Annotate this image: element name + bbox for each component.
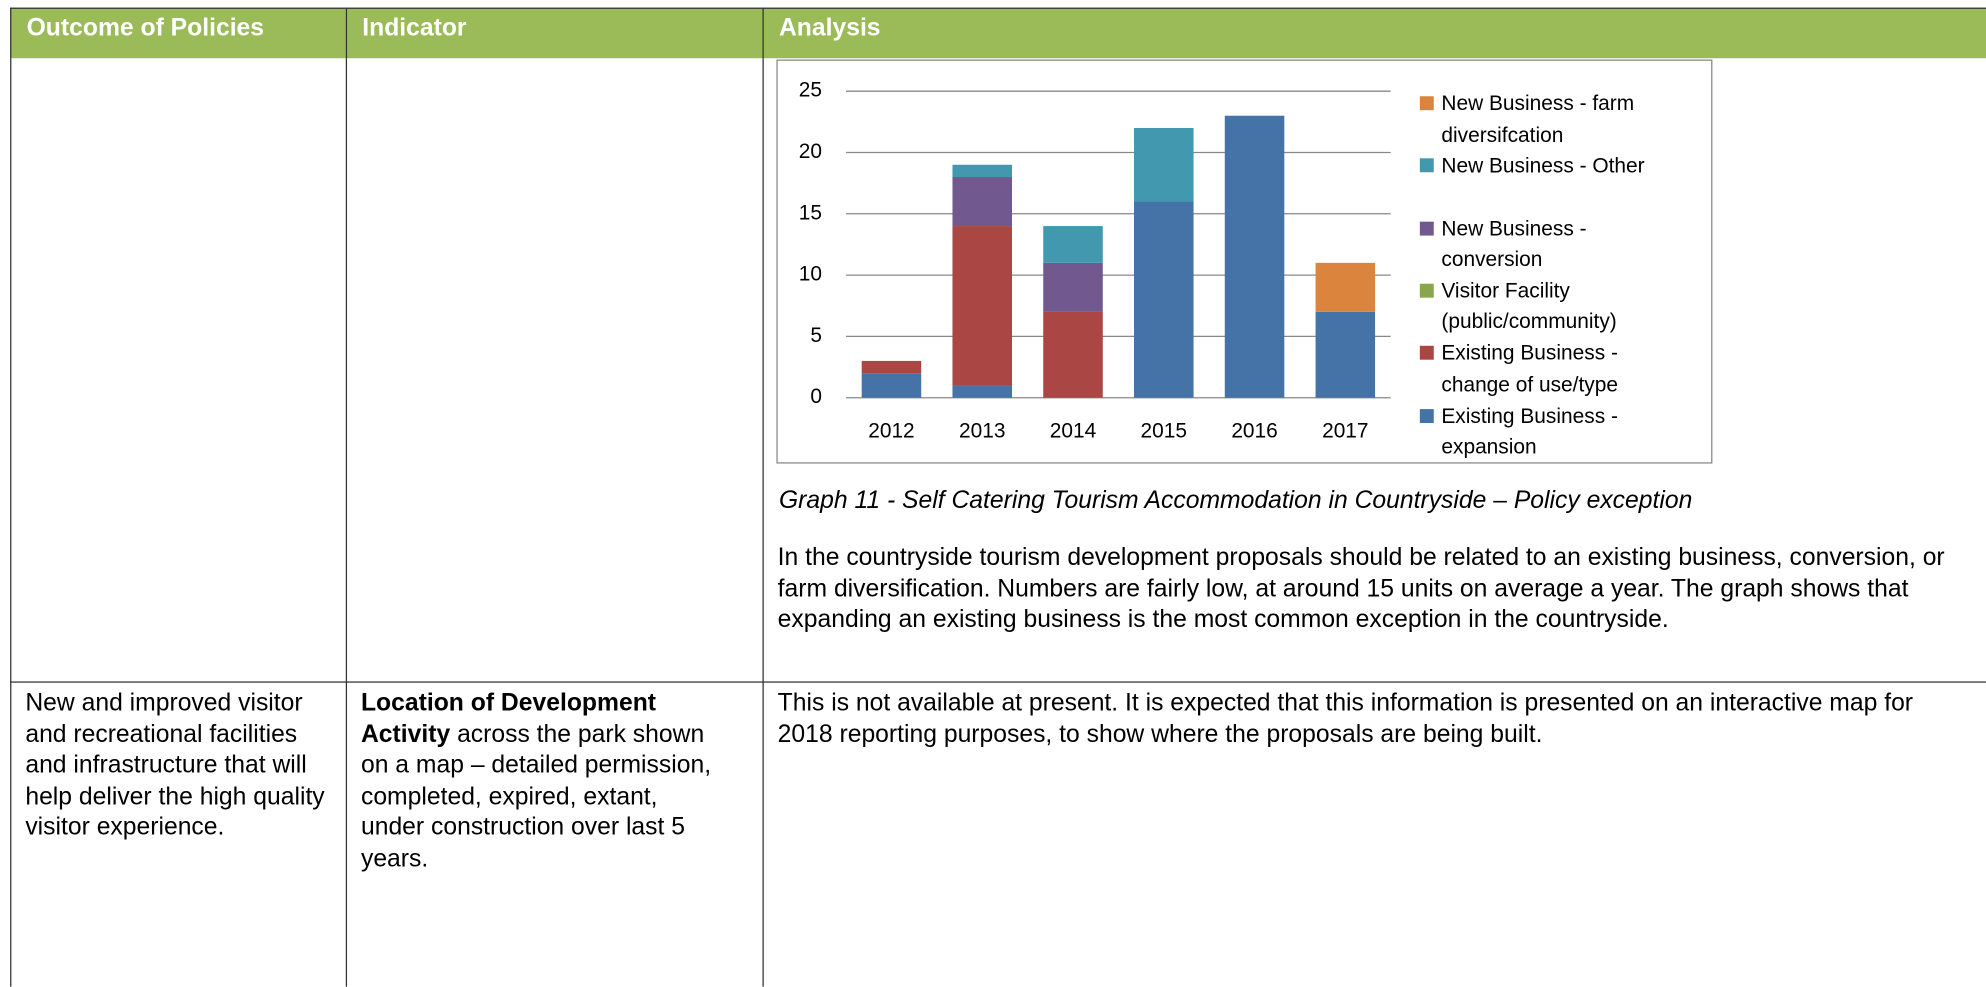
y-tick-label: 5 <box>810 324 822 347</box>
legend-entry: Existing Business - expansion <box>1419 401 1654 463</box>
caption: Graph 11 - Self Catering Tourism Accommo… <box>778 486 1693 515</box>
legend-entry: New Business - conversion <box>1419 214 1654 276</box>
bar <box>952 177 1012 227</box>
legend-label: Existing Business - expansion <box>1441 404 1618 459</box>
bar <box>1315 311 1376 398</box>
legend-label: New Business - Other <box>1441 154 1645 178</box>
bar <box>1224 115 1285 398</box>
legend-label: New Business - farm diversifcation <box>1441 92 1635 147</box>
outcome-text: New and improved visitor and recreationa… <box>25 689 325 842</box>
legend-label: Existing Business - change of use/type <box>1441 342 1618 397</box>
y-tick-label: 0 <box>810 385 822 408</box>
x-tick-label: 2016 <box>1231 419 1277 442</box>
border <box>762 58 764 987</box>
border <box>10 681 1986 683</box>
border <box>345 58 348 987</box>
x-tick-label: 2012 <box>868 419 914 442</box>
legend-entry: New Business - Other <box>1419 151 1654 182</box>
indicator-rest: across the park shown on a map – detaile… <box>360 720 712 873</box>
bar <box>861 373 922 398</box>
bar <box>952 385 1012 398</box>
legend-swatch <box>1419 96 1434 111</box>
x-tick-label: 2014 <box>1050 419 1096 442</box>
legend-entry: Existing Business - change of use/type <box>1419 338 1654 400</box>
bar <box>1043 262 1103 312</box>
bar <box>861 360 922 374</box>
bar <box>1043 311 1103 398</box>
analysis-text: This is not available at present. It is … <box>777 689 1914 748</box>
indicator-text: Location of Development Activity across … <box>361 688 722 874</box>
chart-box: 0 5 10 15 20 25 2012 2013 2014 2015 2016 2017 New B… <box>776 59 1713 464</box>
legend-swatch <box>1419 221 1434 236</box>
bar <box>952 226 1012 386</box>
legend-label: New Business - conversion <box>1441 217 1587 272</box>
y-tick-label: 25 <box>799 79 822 102</box>
y-tick-label: 20 <box>799 140 822 163</box>
indicator-bold: Location of Development Activity <box>360 689 657 748</box>
y-tick-label: 15 <box>799 201 822 224</box>
bar <box>1043 226 1103 263</box>
analysis-text: In the countryside tourism development p… <box>777 543 1945 634</box>
header-cell: Outcome of Policies <box>10 7 346 59</box>
y-tick-label: 10 <box>799 263 822 286</box>
bar <box>1134 201 1194 398</box>
legend-entry: New Business - farm diversifcation <box>1419 89 1654 151</box>
legend-swatch <box>1419 408 1434 423</box>
chart: 0 5 10 15 20 25 2012 2013 2014 2015 2016 2017 <box>799 79 1391 442</box>
legend-swatch <box>1419 283 1434 298</box>
x-tick-label: 2015 <box>1141 419 1187 442</box>
x-tick-label: 2013 <box>959 419 1005 442</box>
bar <box>1315 262 1376 312</box>
legend-swatch <box>1419 346 1434 360</box>
legend-entry: Visitor Facility (public/community) <box>1419 276 1654 338</box>
border <box>10 58 12 987</box>
legend-label: Visitor Facility (public/community) <box>1441 279 1617 334</box>
header-cell: Indicator <box>345 7 763 59</box>
legend-swatch <box>1419 158 1434 173</box>
bar <box>1134 127 1194 202</box>
header-cell: Analysis <box>762 7 1986 59</box>
x-tick-label: 2017 <box>1322 419 1368 442</box>
bar <box>952 164 1012 178</box>
